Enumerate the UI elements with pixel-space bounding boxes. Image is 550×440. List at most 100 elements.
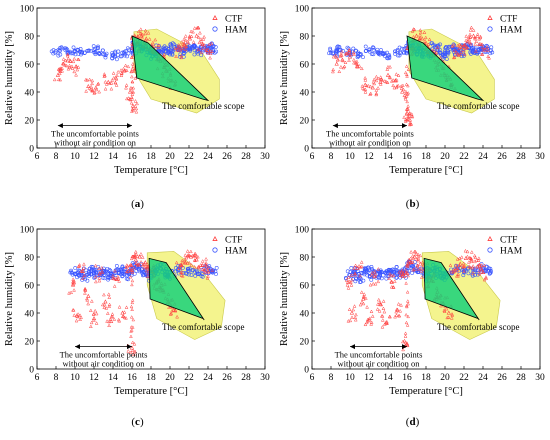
ctf-point-d — [404, 312, 408, 317]
ctf-point-c — [126, 268, 131, 273]
ctf-point-c — [135, 263, 140, 267]
ctf-point-b — [404, 82, 409, 86]
ctf-point-c — [103, 299, 108, 304]
ctf-point-d — [463, 264, 467, 269]
ctf-point-c — [180, 260, 185, 265]
ctf-point-a — [113, 80, 118, 85]
ctf-point-b — [345, 51, 350, 55]
ctf-point-b — [331, 67, 336, 72]
ctf-point-b — [391, 78, 395, 82]
ctf-point-d — [397, 269, 402, 274]
legend-ctf-label-a: CTF — [225, 15, 242, 25]
ham-point-a — [101, 48, 105, 53]
ctf-point-d — [462, 269, 466, 273]
ctf-point-d — [382, 309, 387, 314]
y-tick-label-b: 100 — [295, 5, 310, 15]
x-tick-label-d: 14 — [383, 373, 393, 383]
ctf-point-d — [367, 316, 372, 320]
ham-point-b — [334, 50, 338, 55]
ctf-point-c — [130, 307, 134, 311]
ctf-point-c — [146, 271, 150, 275]
ctf-point-a — [96, 81, 101, 86]
ham-point-a — [79, 52, 83, 57]
ham-point-d — [410, 264, 415, 268]
ctf-point-d — [471, 271, 475, 275]
ctf-point-c — [100, 269, 105, 274]
ctf-point-d — [451, 269, 456, 274]
ctf-point-b — [404, 64, 409, 68]
ctf-point-d — [405, 290, 410, 294]
ctf-point-b — [347, 58, 351, 62]
ctf-point-c — [110, 314, 115, 319]
ham-point-c — [108, 268, 113, 273]
ctf-point-a — [202, 43, 207, 47]
ham-point-c — [76, 268, 81, 273]
ctf-point-b — [454, 50, 459, 55]
ctf-point-b — [341, 58, 345, 63]
ctf-point-a — [122, 68, 127, 73]
ctf-point-c — [185, 249, 190, 253]
ctf-point-a — [90, 78, 95, 83]
ctf-point-d — [475, 264, 480, 269]
ctf-point-d — [403, 331, 408, 335]
ham-point-c — [106, 276, 111, 280]
ctf-point-d — [454, 263, 458, 267]
ctf-point-c — [130, 298, 135, 302]
ham-point-c — [70, 272, 75, 277]
ctf-point-a — [103, 79, 108, 84]
ctf-point-a — [61, 61, 65, 65]
ctf-point-d — [344, 278, 349, 282]
y-tick-label-a: 60 — [25, 61, 35, 71]
ctf-point-a — [129, 74, 134, 79]
ctf-point-b — [480, 45, 485, 49]
ctf-point-b — [390, 79, 394, 83]
ctf-point-c — [204, 256, 208, 261]
ctf-point-c — [82, 273, 87, 277]
ctf-point-c — [79, 315, 83, 319]
arrow-head-right-b — [402, 123, 407, 129]
arrow-head-left-d — [350, 344, 355, 350]
ctf-point-a — [179, 55, 184, 60]
ctf-point-c — [187, 260, 192, 265]
ham-point-b — [438, 42, 442, 47]
ham-point-b — [375, 50, 380, 55]
ham-point-a — [126, 51, 131, 56]
ctf-point-c — [94, 279, 98, 284]
ctf-point-d — [408, 256, 413, 261]
ctf-point-d — [401, 347, 405, 352]
ham-point-b — [353, 48, 358, 53]
ctf-point-b — [456, 52, 460, 56]
ctf-point-a — [182, 41, 186, 45]
ctf-point-a — [183, 34, 188, 38]
ctf-point-b — [450, 44, 455, 48]
ctf-point-a — [129, 101, 134, 105]
ctf-point-a — [198, 30, 202, 35]
ctf-point-a — [179, 53, 184, 58]
ctf-point-b — [366, 83, 371, 88]
ctf-point-b — [394, 77, 399, 82]
ctf-point-d — [418, 253, 423, 258]
ctf-point-b — [402, 115, 406, 119]
ctf-point-a — [127, 89, 133, 94]
ctf-point-b — [418, 28, 423, 32]
ctf-point-c — [91, 316, 97, 321]
chart-c-svg: 6 8 10 12 14 16 18 20 22 24 26 28 30 0 20 40 60 80 100 Temp… — [4, 226, 270, 398]
ctf-point-a — [95, 82, 100, 86]
ctf-point-d — [404, 320, 409, 325]
ctf-point-a — [146, 30, 151, 35]
legend-ham-marker-a — [212, 26, 218, 32]
ctf-point-c — [79, 269, 83, 273]
ctf-point-a — [60, 68, 64, 73]
ctf-point-a — [87, 77, 92, 82]
ctf-point-a — [65, 58, 70, 63]
y-tick-label-d: 0 — [304, 366, 309, 376]
x-tick-label-c: 30 — [260, 373, 270, 383]
ctf-point-d — [420, 260, 425, 265]
ctf-point-c — [170, 308, 174, 313]
ctf-point-d — [446, 310, 451, 315]
ctf-point-c — [190, 253, 195, 258]
ham-point-b — [345, 45, 350, 50]
ham-point-a — [114, 57, 119, 62]
ctf-point-d — [469, 259, 474, 264]
